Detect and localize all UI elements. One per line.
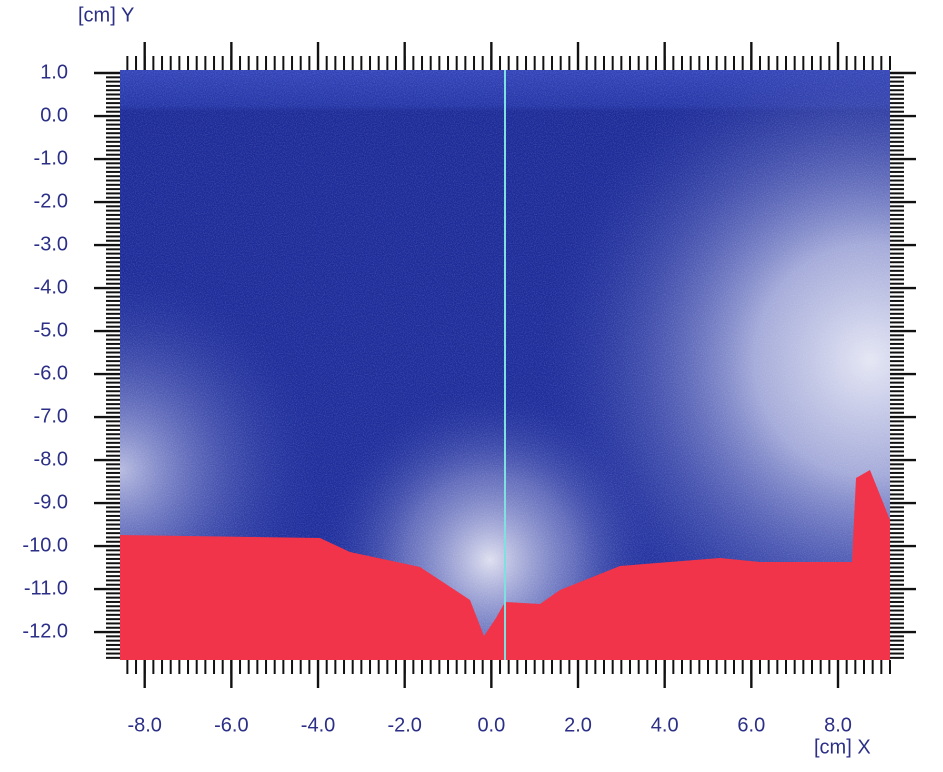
x-tick-label: -6.0 <box>214 714 248 736</box>
y-tick-label: -5.0 <box>34 319 68 341</box>
x-tick-label: 2.0 <box>564 714 592 736</box>
x-tick-label: 0.0 <box>477 714 505 736</box>
red-region <box>120 470 890 660</box>
y-tick-label: 0.0 <box>40 104 68 126</box>
y-tick-label: 1.0 <box>40 61 68 83</box>
x-tick-label: -4.0 <box>301 714 335 736</box>
x-tick-label: -8.0 <box>127 714 161 736</box>
y-axis-label: [cm] Y <box>78 4 134 26</box>
y-tick-label: -2.0 <box>34 190 68 212</box>
y-tick-label: -11.0 <box>24 577 68 599</box>
y-tick-label: -12.0 <box>22 620 68 642</box>
image-field <box>120 70 890 660</box>
y-tick-label: -10.0 <box>22 534 68 556</box>
y-tick-label: -9.0 <box>34 491 68 513</box>
x-axis-label: [cm] X <box>814 736 871 758</box>
x-tick-label: 6.0 <box>737 714 765 736</box>
y-tick-label: -4.0 <box>34 276 68 298</box>
y-tick-label: -7.0 <box>34 405 68 427</box>
x-tick-label: 4.0 <box>651 714 679 736</box>
x-tick-label: -2.0 <box>387 714 421 736</box>
y-tick-label: -1.0 <box>34 147 68 169</box>
y-tick-label: -8.0 <box>34 448 68 470</box>
y-tick-label: -3.0 <box>34 233 68 255</box>
y-tick-label: -6.0 <box>34 362 68 384</box>
x-tick-label: 8.0 <box>824 714 852 736</box>
